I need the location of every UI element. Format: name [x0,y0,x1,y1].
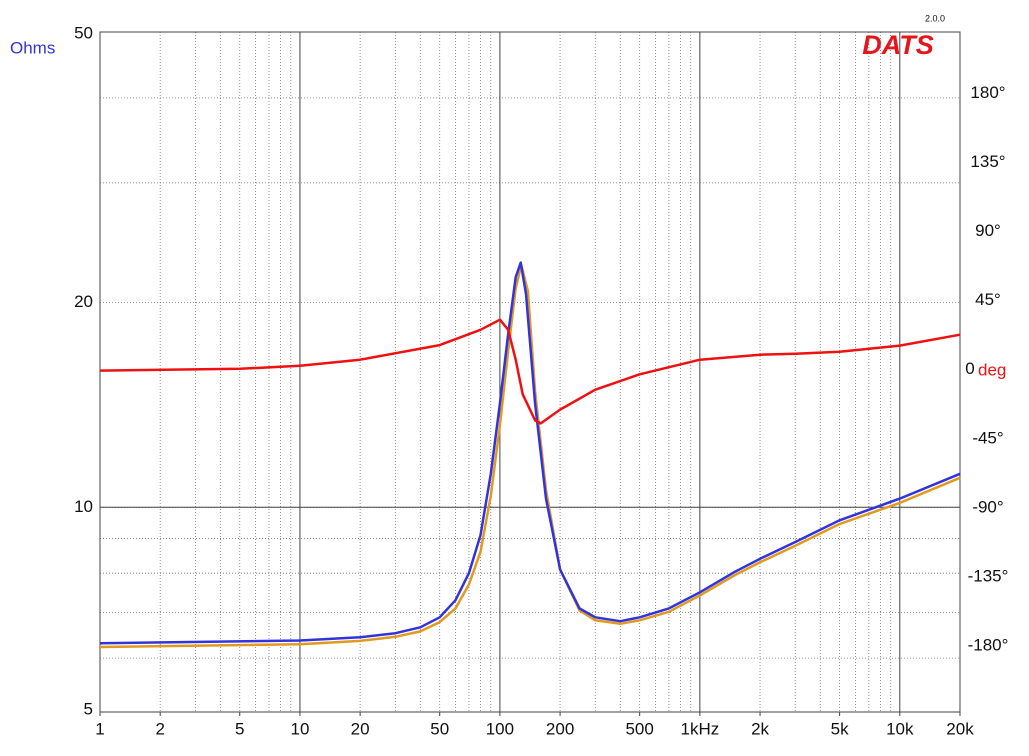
y2-tick-label: -135° [968,566,1009,585]
x-tick-label: 100 [486,719,514,738]
y2-tick-label: -90° [972,497,1003,516]
x-tick-label: 1kHz [680,719,719,738]
x-tick-label: 500 [625,719,653,738]
x-tick-label: 50 [430,719,449,738]
y-tick-label: 50 [74,23,93,42]
logo: DATS [862,30,934,60]
y-tick-label: 10 [74,497,93,516]
series-line [99,261,961,645]
x-tick-label: 5k [831,719,849,738]
y-tick-label: 5 [84,699,93,718]
y-tick-label: 20 [74,292,93,311]
plot-frame [99,31,961,713]
x-tick-label: 200 [546,719,574,738]
series-line [99,318,961,425]
x-tick-label: 5 [235,719,244,738]
series-line [99,263,961,649]
x-tick-label: 2 [155,719,164,738]
y2-tick-label: 0 [965,359,974,378]
y-axis-label: Ohms [10,38,55,57]
y2-tick-label: -45° [972,428,1003,447]
version: 2.0.0 [925,13,945,23]
x-tick-label: 20k [946,719,974,738]
x-tick-label: 10 [290,719,309,738]
x-tick-label: 10k [886,719,914,738]
x-tick-label: 20 [351,719,370,738]
y2-axis-label: deg [978,360,1006,379]
y2-tick-label: 135° [970,152,1005,171]
y2-tick-label: 180° [970,83,1005,102]
x-tick-label: 1 [95,719,104,738]
y2-tick-label: -180° [968,635,1009,654]
x-tick-label: 2k [751,719,769,738]
y2-tick-label: 45° [975,290,1001,309]
y2-tick-label: 90° [975,221,1001,240]
